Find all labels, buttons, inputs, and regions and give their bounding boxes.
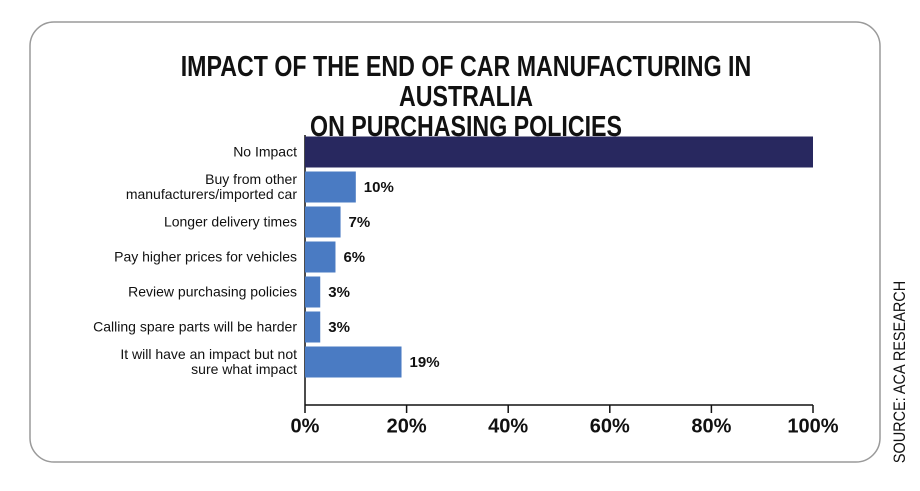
bar bbox=[305, 241, 336, 273]
category-label: Longer delivery times bbox=[163, 213, 297, 230]
card bbox=[29, 21, 881, 463]
value-label: 3% bbox=[328, 284, 350, 301]
category-label: No Impact bbox=[233, 143, 297, 160]
value-label: 3% bbox=[328, 319, 350, 336]
category-label: It will have an impact but not sure what… bbox=[120, 346, 297, 377]
value-label: 10% bbox=[364, 179, 394, 196]
bar bbox=[305, 206, 341, 238]
bar bbox=[305, 346, 402, 378]
value-label: 6% bbox=[343, 249, 365, 266]
bar bbox=[305, 136, 813, 168]
bar bbox=[305, 311, 321, 343]
x-tick-label: 100% bbox=[787, 415, 838, 437]
source: SOURCE: ACA RESEARCH bbox=[890, 280, 909, 464]
category-label: Review purchasing policies bbox=[128, 283, 297, 300]
category-label: Pay higher prices for vehicles bbox=[114, 248, 297, 265]
value-label: 19% bbox=[410, 354, 440, 371]
value-label: 7% bbox=[349, 214, 371, 231]
bar bbox=[305, 171, 356, 203]
category-label: Buy from other manufacturers/imported ca… bbox=[125, 171, 297, 202]
chart-title: IMPACT OF THE END OF CAR MANUFACTURING I… bbox=[180, 51, 752, 143]
x-tick-label: 40% bbox=[488, 415, 528, 437]
x-tick-label: 20% bbox=[387, 415, 427, 437]
bar bbox=[305, 276, 321, 308]
category-label: Calling spare parts will be harder bbox=[93, 318, 297, 335]
x-tick-label: 0% bbox=[291, 415, 320, 437]
x-tick-label: 80% bbox=[691, 415, 731, 437]
x-tick-label: 60% bbox=[590, 415, 630, 437]
